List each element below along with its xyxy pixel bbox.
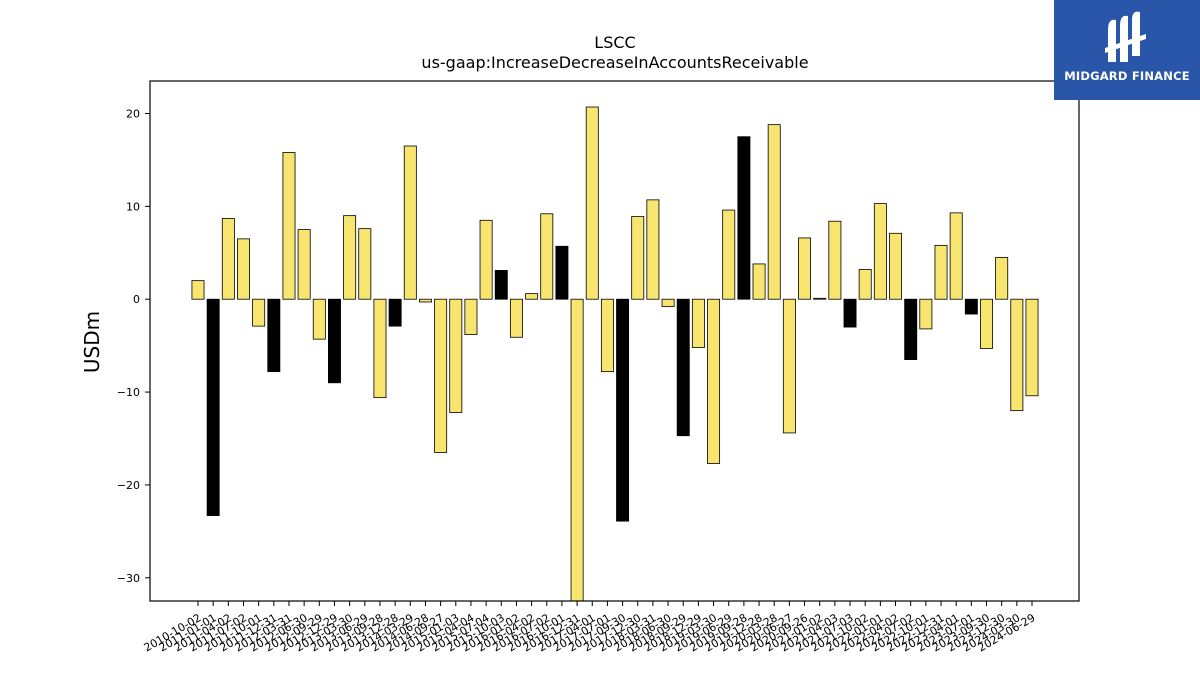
bar-2020-03-28 (767, 124, 781, 300)
bar-2017-07-01 (600, 298, 614, 373)
midgard-logo-icon (1105, 11, 1146, 62)
bar-2022-04-02 (889, 232, 902, 300)
bar-2018-09-29 (676, 298, 690, 437)
bar-2011-12-31 (267, 298, 281, 373)
bar-2013-06-29 (358, 228, 372, 300)
bar-2014-03-29 (403, 145, 417, 300)
bar-2015-07-04 (479, 219, 493, 300)
bar-2022-01-01 (873, 203, 887, 300)
bar-2018-03-31 (646, 199, 660, 300)
y-tick-label: −30 (117, 572, 140, 585)
y-tick-label: 10 (126, 200, 140, 213)
bar-2010-10-02 (191, 280, 205, 300)
bar-2011-10-01 (252, 298, 266, 327)
bar-2016-04-02 (525, 293, 539, 300)
bar-2022-07-02 (904, 298, 918, 360)
bar-2018-12-29 (691, 298, 705, 348)
bar-2016-07-02 (540, 213, 554, 300)
bar-2015-04-04 (464, 298, 478, 335)
bar-2012-12-29 (328, 298, 341, 384)
bar-2021-04-03 (828, 220, 842, 300)
bar-2012-03-31 (282, 152, 296, 300)
bars (191, 106, 1039, 602)
y-axis-label: USDm (80, 311, 104, 373)
x-axis: 2010-10-022011-01-012011-04-022011-07-02… (142, 601, 1038, 654)
bar-2022-10-01 (919, 298, 933, 330)
bar-2017-12-30 (631, 216, 645, 300)
bar-2022-12-31 (934, 244, 948, 300)
y-tick-label: 0 (133, 293, 140, 306)
bar-2016-12-31 (570, 298, 584, 602)
bar-2020-09-26 (798, 237, 812, 300)
bar-2023-04-01 (949, 212, 963, 300)
bar-2013-03-30 (343, 215, 357, 300)
bar-2013-09-28 (373, 298, 387, 399)
bar-2019-09-28 (737, 136, 751, 300)
bar-2020-06-27 (782, 298, 796, 434)
bar-2016-10-01 (555, 245, 569, 300)
logo-text: MIDGARD FINANCE (1064, 69, 1190, 83)
bar-2012-06-30 (297, 229, 311, 300)
bar-2011-07-02 (237, 238, 250, 300)
bar-2012-09-29 (312, 298, 326, 340)
midgard-finance-logo: MIDGARD FINANCE (1054, 0, 1200, 100)
bar-2014-06-28 (418, 298, 432, 303)
y-tick-label: 20 (126, 108, 140, 121)
bar-2017-04-01 (585, 106, 599, 300)
bar-2024-06-29 (1025, 298, 1039, 397)
bar-2015-10-03 (494, 270, 508, 300)
bar-2021-01-02 (813, 297, 827, 300)
bar-2013-12-28 (388, 298, 402, 327)
bar-2018-06-30 (661, 298, 675, 308)
bar-2015-01-03 (449, 298, 463, 413)
plot-frame (149, 80, 1080, 602)
y-tick-label: −10 (117, 386, 140, 399)
bar-2023-09-30 (980, 298, 993, 349)
bar-2021-07-03 (843, 298, 857, 328)
bar-2016-01-02 (509, 298, 523, 338)
bar-2021-10-02 (858, 269, 872, 300)
bar-2019-06-29 (722, 209, 736, 300)
y-tick-label: −20 (117, 479, 140, 492)
bar-2024-03-30 (1010, 298, 1024, 412)
bar-2014-09-27 (434, 298, 448, 453)
bar-2023-07-01 (964, 298, 978, 315)
bar-2019-03-30 (707, 298, 721, 464)
y-axis: 20 10 0 −10 −20 −30 (117, 108, 150, 585)
chart-title: LSCC (594, 33, 635, 52)
chart-subtitle: us-gaap:IncreaseDecreaseInAccountsReceiv… (421, 53, 808, 72)
bar-2023-12-30 (995, 257, 1009, 300)
bar-2011-01-01 (206, 298, 220, 516)
bar-2017-09-30 (616, 298, 630, 522)
bar-2019-12-28 (752, 263, 766, 300)
bar-2011-04-02 (221, 218, 235, 300)
